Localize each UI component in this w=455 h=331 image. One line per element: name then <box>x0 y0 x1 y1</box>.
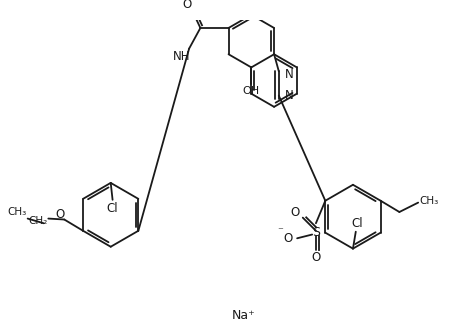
Text: Cl: Cl <box>107 202 118 215</box>
Text: ⁻: ⁻ <box>277 226 283 236</box>
Text: O: O <box>283 232 293 245</box>
Text: N: N <box>284 89 293 102</box>
Text: Na⁺: Na⁺ <box>232 309 256 322</box>
Text: CH₂: CH₂ <box>28 216 48 226</box>
Text: N: N <box>284 69 293 81</box>
Text: OH: OH <box>243 86 260 96</box>
Text: CH₃: CH₃ <box>8 207 27 217</box>
Text: O: O <box>55 208 64 221</box>
Text: O: O <box>182 0 192 11</box>
Text: O: O <box>291 207 300 219</box>
Text: Cl: Cl <box>352 217 364 230</box>
Text: S: S <box>312 226 320 239</box>
Text: CH₃: CH₃ <box>420 196 439 206</box>
Text: O: O <box>311 251 320 263</box>
Text: NH: NH <box>173 50 190 63</box>
